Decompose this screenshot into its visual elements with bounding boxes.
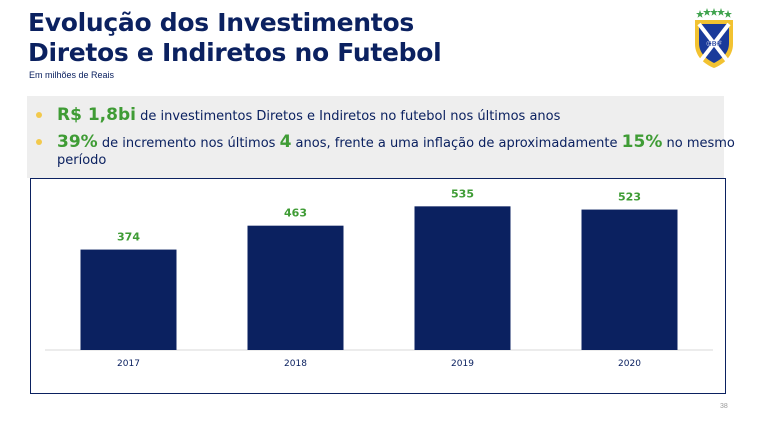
- bullet-2-text-c: no mesmo: [666, 136, 735, 151]
- growth-percent-value: 39%: [57, 132, 98, 152]
- bar-2018: [247, 225, 344, 350]
- data-label-2017: 374: [117, 231, 140, 244]
- total-investment-value: R$ 1,8bi: [57, 105, 136, 125]
- x-tick-label-2018: 2018: [284, 359, 307, 369]
- x-tick-label-2019: 2019: [451, 359, 474, 369]
- page-title-line-2: Diretos e Indiretos no Futebol: [28, 38, 442, 67]
- crest-stars: [696, 8, 732, 18]
- bullet-dot: [36, 112, 42, 118]
- bar-2019: [414, 206, 511, 350]
- x-tick-label-2020: 2020: [618, 359, 641, 369]
- bullet-1-text: de investimentos Diretos e Indiretos no …: [140, 109, 561, 124]
- bullet-2-text-d: período: [57, 153, 107, 168]
- bar-chart-svg: 374 2017 463 2018 535 2019 523 2020: [45, 187, 713, 369]
- crest-text: CBF: [706, 40, 721, 48]
- bullet-2-text-a: de incremento nos últimos: [101, 136, 276, 151]
- page-number: 38: [720, 403, 728, 410]
- inflation-value: 15%: [621, 132, 663, 152]
- units-subtitle: Em milhões de Reais: [29, 70, 115, 80]
- highlights-panel: R$ 1,8bi de investimentos Diretos e Indi…: [27, 96, 735, 178]
- data-label-2020: 523: [618, 191, 641, 204]
- bar-2017: [80, 249, 177, 350]
- bullet-dot: [36, 139, 42, 145]
- page-title-line-1: Evolução dos Investimentos: [28, 8, 414, 37]
- page-title: Evolução dos Investimentos Diretos e Ind…: [28, 8, 442, 68]
- bar-chart: 374 2017 463 2018 535 2019 523 2020: [30, 178, 726, 394]
- x-tick-label-2017: 2017: [117, 359, 140, 369]
- bar-2020: [581, 209, 678, 350]
- cbf-crest-icon: CBF: [695, 8, 733, 68]
- years-value: 4: [279, 132, 292, 152]
- data-label-2018: 463: [284, 207, 307, 220]
- data-label-2019: 535: [451, 187, 474, 200]
- bullet-2-text-b: anos, frente a uma inflação de aproximad…: [295, 136, 618, 151]
